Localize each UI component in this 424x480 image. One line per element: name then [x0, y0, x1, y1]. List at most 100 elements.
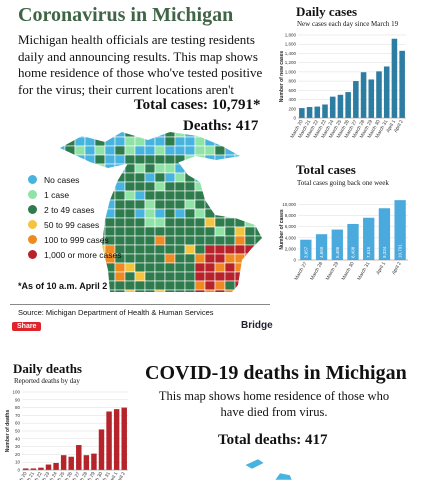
county	[74, 132, 86, 138]
county	[224, 181, 236, 192]
county	[124, 154, 136, 165]
county	[174, 208, 186, 219]
county	[204, 253, 216, 264]
legend-swatch	[28, 190, 37, 199]
share-button[interactable]: Share	[12, 322, 42, 331]
county	[104, 289, 116, 292]
county	[174, 199, 186, 210]
county	[64, 136, 76, 147]
county	[184, 199, 196, 210]
county	[64, 154, 76, 165]
county	[265, 182, 275, 191]
county	[134, 181, 146, 192]
county	[214, 244, 226, 255]
chart-title: Daily cases	[296, 4, 358, 19]
county	[84, 145, 96, 156]
bar	[331, 229, 343, 260]
note: *As of 10 a.m. April 2	[18, 281, 108, 291]
y-tick-label: 1,000	[285, 69, 297, 74]
chart-subtitle: Total cases going back one week	[297, 179, 389, 187]
county	[154, 244, 166, 255]
chart-title: Total cases	[296, 162, 356, 177]
legend-label: 2 to 49 cases	[44, 204, 95, 215]
county	[124, 208, 136, 219]
county	[234, 154, 246, 165]
county	[234, 208, 246, 219]
x-tick-label: March 28	[74, 471, 89, 480]
county	[254, 289, 262, 292]
county	[154, 226, 166, 237]
county	[84, 271, 96, 282]
total-cases-chart: 0 2,000 4,000 6,000 8,000 10,000 Number of cas…	[279, 200, 408, 282]
county	[164, 208, 176, 219]
county	[265, 155, 275, 164]
county	[234, 280, 246, 291]
county	[204, 289, 216, 292]
y-tick-label: 100	[12, 390, 20, 395]
county	[124, 217, 136, 228]
county	[144, 226, 156, 237]
x-tick-label: April 2	[115, 471, 127, 480]
county	[60, 136, 66, 147]
county	[164, 145, 176, 156]
x-tick-label: April 1	[107, 471, 119, 480]
county	[104, 271, 116, 282]
county	[265, 281, 275, 290]
county	[254, 208, 262, 219]
county	[254, 217, 262, 228]
legend-label: 50 to 99 cases	[44, 219, 100, 230]
county	[134, 199, 146, 210]
county	[154, 217, 166, 228]
county	[194, 154, 206, 165]
bar	[68, 456, 74, 470]
bar	[306, 107, 313, 118]
county	[214, 289, 226, 292]
x-tick-label: March 24	[44, 471, 59, 480]
county	[244, 190, 256, 201]
bar	[314, 106, 321, 118]
county	[94, 132, 106, 138]
county	[244, 244, 256, 255]
county	[224, 154, 236, 165]
county	[154, 136, 166, 147]
county	[254, 244, 262, 255]
county	[164, 163, 176, 174]
county	[164, 217, 176, 228]
x-tick-label: March 27	[293, 261, 308, 282]
source: Source: Michigan Department of Health & …	[18, 308, 214, 317]
legend-item: 1 case	[28, 187, 121, 202]
county	[214, 145, 226, 156]
county	[224, 289, 236, 292]
county	[134, 136, 146, 147]
x-tick-label: March 25	[51, 471, 66, 480]
county	[224, 244, 236, 255]
county	[154, 172, 166, 183]
county	[214, 235, 226, 246]
county	[194, 253, 206, 264]
y-tick-label: 80	[15, 405, 21, 410]
y-axis-label: Number of cases	[279, 209, 285, 250]
county	[144, 163, 156, 174]
county	[144, 132, 156, 138]
county	[134, 235, 146, 246]
county	[184, 280, 196, 291]
county	[234, 235, 246, 246]
county	[124, 163, 136, 174]
county	[64, 262, 76, 273]
county	[64, 271, 76, 282]
legend-swatch	[28, 175, 37, 184]
county	[244, 271, 256, 282]
county	[234, 199, 246, 210]
county	[134, 190, 146, 201]
county	[154, 253, 166, 264]
county	[174, 172, 186, 183]
bar	[315, 234, 328, 260]
county	[74, 136, 86, 147]
y-tick-label: 8,000	[285, 213, 297, 218]
county	[74, 271, 86, 282]
x-tick-label: March 22	[28, 471, 43, 480]
county	[184, 217, 196, 228]
county	[144, 190, 156, 201]
y-tick-label: 0	[293, 258, 296, 263]
legend-swatch	[28, 250, 37, 259]
